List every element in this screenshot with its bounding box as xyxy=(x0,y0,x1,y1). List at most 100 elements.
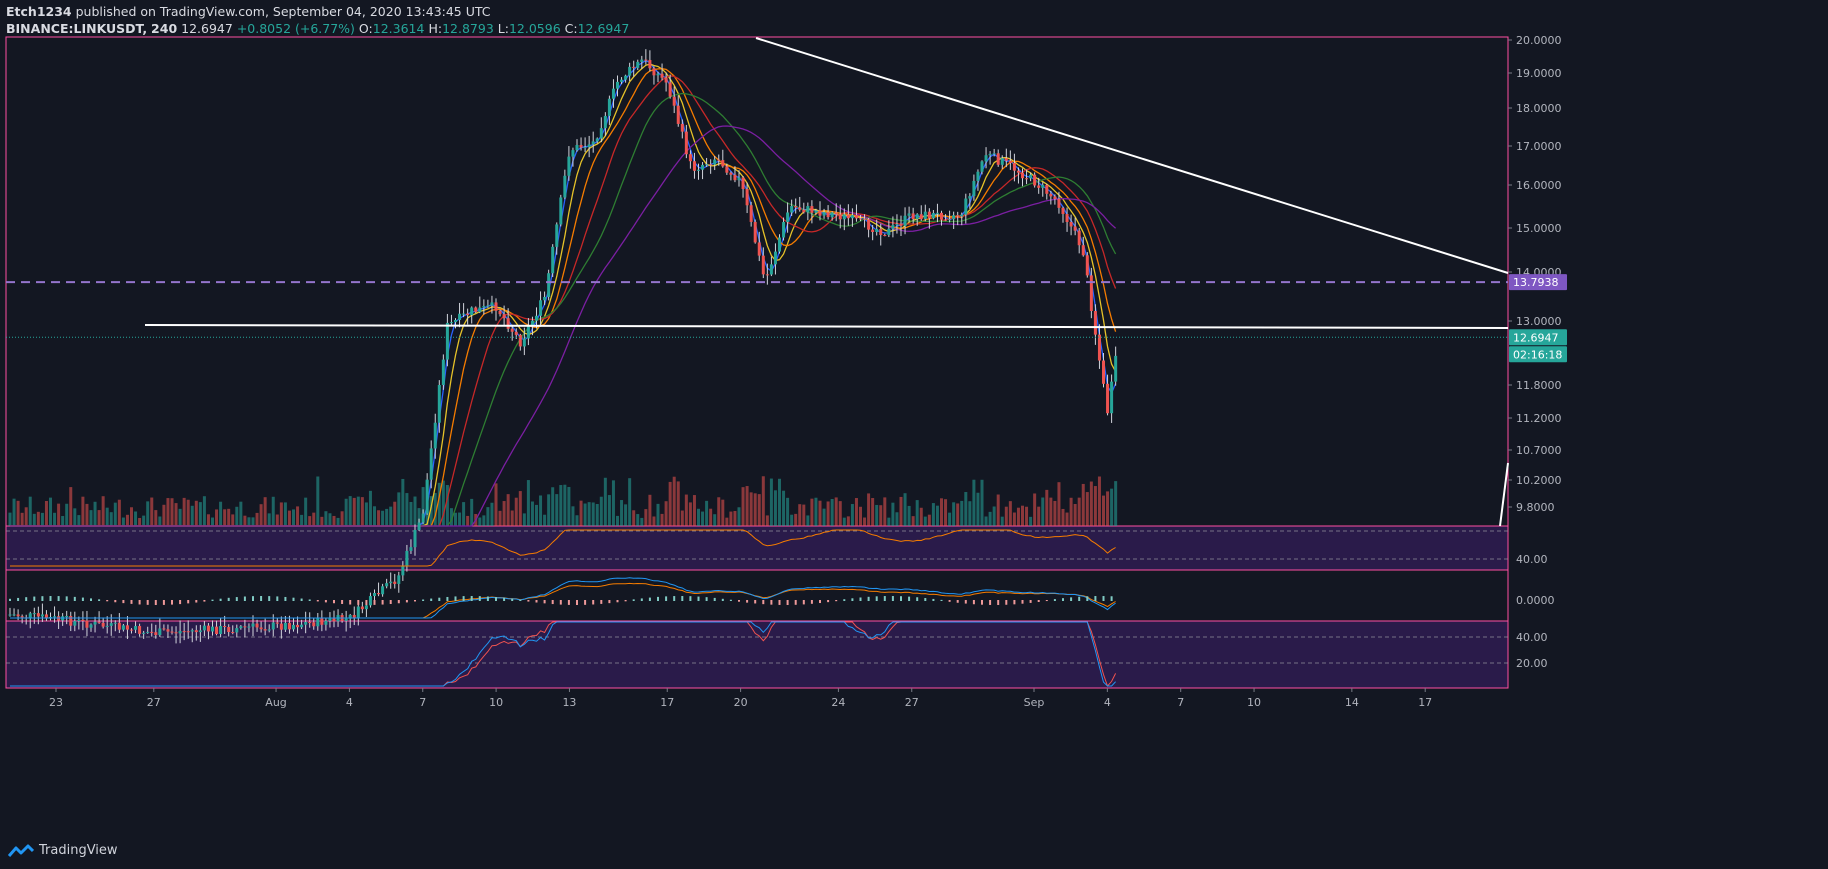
price-tick-label: 10.2000 xyxy=(1516,474,1562,487)
macd-histogram-bar xyxy=(665,596,668,601)
candle-body xyxy=(109,623,113,626)
macd-histogram-bar xyxy=(916,597,919,601)
candle-body xyxy=(1081,245,1085,256)
volume-bar xyxy=(8,512,12,526)
volume-bar xyxy=(616,515,619,526)
macd-histogram-bar xyxy=(397,600,400,604)
candle-body xyxy=(1012,163,1016,171)
macd-histogram-bar xyxy=(430,598,433,601)
macd-histogram-bar xyxy=(883,596,886,601)
candle-body xyxy=(105,625,109,627)
candle-body xyxy=(283,622,287,630)
volume-bars xyxy=(8,476,1118,526)
candle-body xyxy=(790,206,794,213)
candle-body xyxy=(69,616,73,626)
volume-bar xyxy=(373,506,376,526)
volume-bar xyxy=(235,506,239,526)
macd-histogram-bar xyxy=(738,600,740,602)
volume-bar xyxy=(292,509,295,526)
candle-body xyxy=(579,145,583,148)
volume-bar xyxy=(875,504,879,526)
tradingview-brand[interactable]: TradingView xyxy=(8,843,118,858)
time-tick-label: 10 xyxy=(1247,696,1261,709)
macd-histogram-bar xyxy=(964,600,967,604)
volume-bar xyxy=(429,496,433,526)
time-tick-label: 27 xyxy=(147,696,161,709)
volume-bar xyxy=(20,512,24,526)
macd-histogram-bar xyxy=(195,600,198,603)
candle-body xyxy=(984,155,988,162)
candle-body xyxy=(130,629,133,631)
volume-bar xyxy=(984,516,988,526)
candle-body xyxy=(850,215,854,219)
volume-bar xyxy=(680,510,684,526)
volume-bar xyxy=(1033,493,1037,526)
publisher-name[interactable]: Etch1234 xyxy=(6,4,72,19)
candle-body xyxy=(381,586,385,595)
candle-body xyxy=(640,59,644,62)
volume-bar xyxy=(701,511,705,526)
volume-bar xyxy=(591,502,595,526)
macd-histogram-bar xyxy=(260,596,263,601)
price-tag-label: 13.7938 xyxy=(1513,276,1559,289)
macd-histogram-bar xyxy=(179,600,182,605)
volume-bar xyxy=(162,504,166,526)
volume-bar xyxy=(692,495,696,526)
candle-body xyxy=(555,224,559,247)
volume-bar xyxy=(656,503,660,526)
candle-body xyxy=(267,629,271,631)
candle-body xyxy=(454,319,457,323)
volume-bar xyxy=(968,501,972,526)
macd-histogram-bar xyxy=(754,600,757,604)
candle-body xyxy=(976,171,980,181)
volume-bar xyxy=(1069,497,1073,526)
volume-bar xyxy=(57,503,61,526)
candle-body xyxy=(871,229,875,233)
volume-bar xyxy=(741,487,745,526)
volume-bar xyxy=(919,507,923,526)
volume-bar xyxy=(170,498,174,526)
macd-histogram-bar xyxy=(827,600,830,603)
volume-bar xyxy=(587,502,591,526)
candle-body xyxy=(441,359,445,385)
macd-histogram-bar xyxy=(57,596,60,601)
macd-histogram-bar xyxy=(673,596,676,601)
candle-body xyxy=(818,210,822,216)
candle-body xyxy=(794,206,798,208)
candle-body xyxy=(769,264,773,275)
candle-body xyxy=(352,614,356,619)
time-tick-label: 10 xyxy=(489,696,503,709)
volume-bar xyxy=(227,508,231,526)
volume-bar xyxy=(620,500,624,526)
volume-bar xyxy=(433,492,437,526)
macd-histogram-bar xyxy=(422,599,425,601)
volume-bar xyxy=(737,507,741,526)
candle-body xyxy=(211,626,214,632)
candle-body xyxy=(368,596,372,606)
volume-bar xyxy=(879,505,883,526)
macd-histogram-bar xyxy=(891,596,894,601)
interval-label[interactable]: 240 xyxy=(151,21,178,36)
volume-bar xyxy=(761,476,765,526)
volume-bar xyxy=(328,513,332,526)
candle-body xyxy=(563,175,567,198)
descending-trendline xyxy=(755,37,1509,274)
volume-bar xyxy=(895,512,899,526)
volume-bar xyxy=(134,511,138,526)
volume-bar xyxy=(73,508,77,526)
candle-body xyxy=(567,156,571,176)
time-tick-label: 24 xyxy=(831,696,845,709)
volume-bar xyxy=(138,517,142,526)
candle-body xyxy=(1000,158,1004,165)
candle-body xyxy=(348,614,352,619)
volume-bar xyxy=(211,517,214,526)
symbol-name[interactable]: BINANCE:LINKUSDT xyxy=(6,21,143,36)
time-axis[interactable]: 23 27 Aug 4 7 10 13 17 20 24 27 Sep 4 7 10 14 17 xyxy=(49,688,1432,709)
candle-body xyxy=(624,75,628,80)
candle-body xyxy=(223,626,227,628)
volume-bar xyxy=(535,504,538,526)
candle-body xyxy=(162,628,166,630)
candle-body xyxy=(316,617,320,627)
volume-bar xyxy=(150,497,154,526)
